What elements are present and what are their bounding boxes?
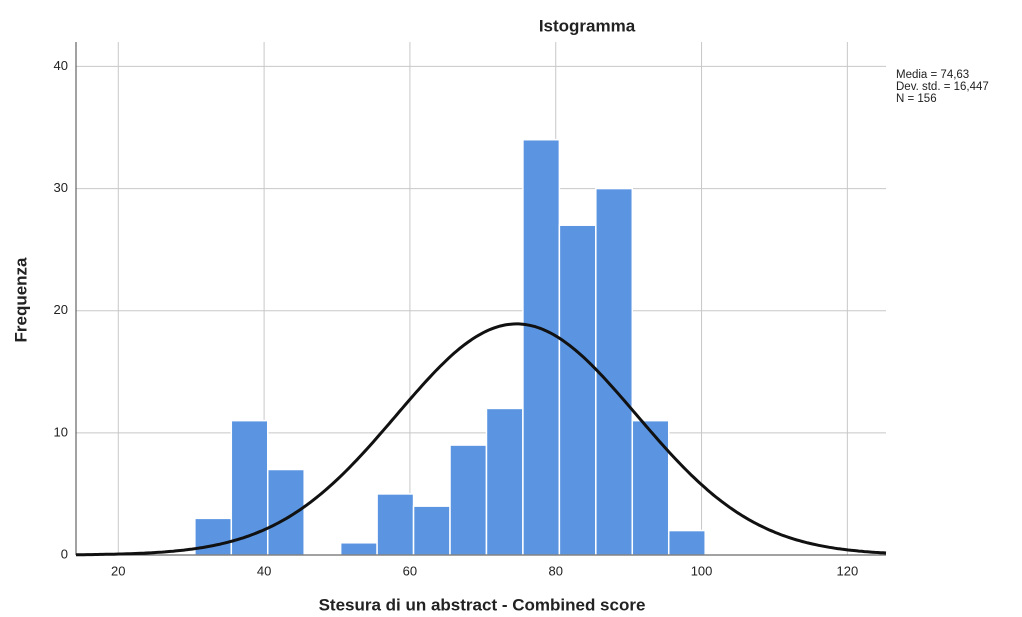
bar [449, 444, 488, 556]
x-tick-label: 60 [403, 563, 417, 578]
x-tick-label: 40 [257, 563, 271, 578]
x-tick-label: 20 [111, 563, 125, 578]
x-tick-label: 100 [691, 563, 713, 578]
y-tick-label: 20 [54, 302, 68, 317]
bar [631, 419, 670, 556]
y-tick-label: 10 [54, 424, 68, 439]
bar [522, 138, 561, 556]
bar [230, 419, 269, 556]
y-tick-label: 40 [54, 58, 68, 73]
stats-annotation: Dev. std. = 16,447 [896, 81, 989, 93]
x-tick-label: 80 [548, 563, 562, 578]
y-tick-label: 30 [54, 180, 68, 195]
y-tick-label: 0 [61, 546, 68, 561]
bar [194, 517, 233, 556]
bar [376, 493, 415, 556]
normal-curve [76, 322, 887, 557]
stats-annotation: N = 156 [896, 93, 937, 105]
x-axis-label: Stesura di un abstract - Combined score [319, 595, 646, 614]
y-axis-label: Frequenza [11, 257, 30, 343]
stats-annotation: Media = 74,63 [896, 69, 969, 81]
bar [485, 407, 524, 556]
bar [339, 542, 378, 556]
bar [558, 224, 597, 556]
bar [412, 505, 451, 556]
chart-title: Istogramma [539, 16, 636, 35]
bar [667, 529, 706, 556]
x-tick-label: 120 [837, 563, 859, 578]
bar [595, 187, 634, 556]
